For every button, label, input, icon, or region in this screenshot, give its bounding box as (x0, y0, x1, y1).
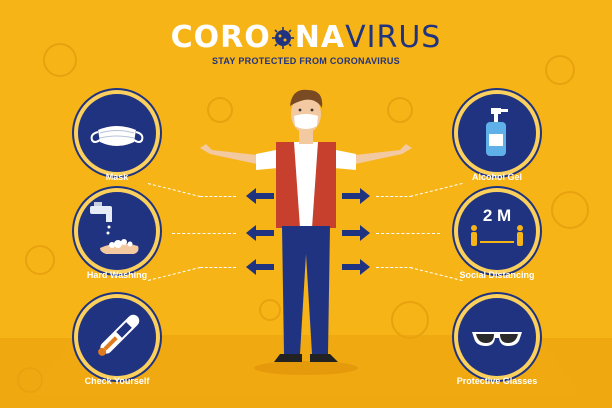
alcohol-gel-circle (458, 94, 536, 172)
connector-line (172, 233, 236, 234)
alcohol-gel-label: Alcohol Gel (471, 172, 522, 182)
alcohol-gel-icon (486, 108, 508, 156)
thermometer-label: Check Yourself (84, 376, 150, 386)
glasses-label: Protective Glasses (456, 376, 538, 386)
hand-washing-label: Hard Washing (86, 270, 148, 280)
title-corona: CORO (170, 20, 271, 55)
mask-icon (90, 126, 144, 146)
page-subtitle: STAY PROTECTED FROM CORONAVIRUS (212, 56, 400, 66)
person-figure (200, 89, 412, 375)
hand-washing-icon (90, 202, 139, 254)
connector-line (376, 196, 412, 197)
glasses-icon (472, 332, 522, 346)
distance-badge: 2 M (482, 206, 512, 225)
mask-label: Mask (105, 172, 129, 182)
arrow-right-icon (342, 188, 370, 209)
arrow-right-icon (342, 225, 370, 246)
social-distancing-icon (471, 225, 523, 246)
page-title: CORO NAVIRUS (0, 20, 612, 55)
connector-line (200, 196, 236, 197)
arrow-left-icon (246, 188, 274, 209)
arrow-left-icon (246, 259, 274, 280)
thermometer-icon (98, 314, 140, 356)
connector-line (376, 267, 412, 268)
connector-line (200, 267, 236, 268)
connector-line (376, 233, 440, 234)
title-virus: VIRUS (345, 20, 442, 55)
mask-circle (78, 94, 156, 172)
hand-washing-circle (78, 192, 156, 270)
glasses-circle (458, 298, 536, 376)
arrow-left-icon (246, 225, 274, 246)
arrow-right-icon (342, 259, 370, 280)
social-distancing-label: Social Distancing (459, 270, 535, 280)
title-na: NA (294, 20, 346, 55)
virus-logo-icon (271, 22, 294, 49)
social-distancing-circle: 2 M (458, 192, 536, 270)
thermometer-circle (78, 298, 156, 376)
